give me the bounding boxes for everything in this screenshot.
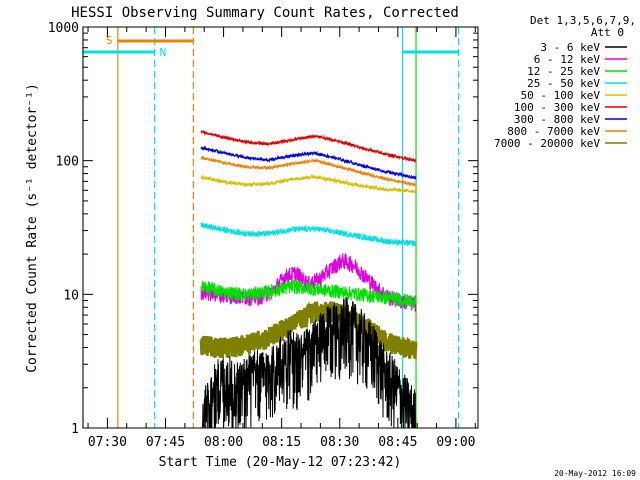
x-tick-label: 07:30 [88, 435, 127, 450]
series-line [200, 174, 417, 194]
legend-label: 100 - 300 keV [514, 101, 600, 114]
plot-frame [82, 26, 479, 429]
night-label: N [160, 46, 167, 59]
series-line [200, 155, 417, 187]
series-line [200, 145, 417, 180]
x-tick-label: 07:45 [146, 435, 185, 450]
legend-label: 50 - 100 keV [521, 89, 601, 102]
series-line [200, 279, 417, 311]
legend-label: 25 - 50 keV [527, 77, 600, 90]
x-tick-label: 09:00 [436, 435, 475, 450]
y-tick-label: 100 [56, 155, 79, 170]
legend-label: 6 - 12 keV [534, 53, 601, 66]
series-line [201, 296, 416, 429]
saa-label: S [106, 34, 113, 47]
legend-label: 800 - 7000 keV [507, 125, 600, 138]
series-line [199, 301, 418, 360]
x-tick-label: 08:00 [204, 435, 243, 450]
legend-header: Det 1,3,5,6,7,9, [530, 14, 636, 27]
y-tick-label: 10 [63, 288, 79, 303]
series-layer [199, 129, 418, 429]
series-line [200, 222, 417, 248]
chart-title: HESSI Observing Summary Count Rates, Cor… [71, 5, 459, 21]
legend-label: 300 - 800 keV [514, 113, 600, 126]
series-line [200, 129, 417, 163]
legend-header: Att 0 [591, 26, 624, 39]
y-tick-label: 1 [71, 422, 79, 437]
x-axis-label: Start Time (20-May-12 07:23:42) [159, 455, 402, 470]
x-tick-label: 08:45 [378, 435, 417, 450]
x-tick-label: 08:15 [262, 435, 301, 450]
y-axis-label: Corrected Count Rate (s⁻¹ detector⁻¹) [25, 83, 40, 373]
legend-label: 3 - 6 keV [540, 41, 600, 54]
x-tick-label: 08:30 [320, 435, 359, 450]
footer-timestamp: 20-May-2012 16:09 [554, 469, 636, 478]
legend-label: 7000 - 20000 keV [494, 137, 600, 150]
x-axis: 07:30 07:45 08:00 08:15 08:30 08:45 09:00 [87, 27, 476, 450]
y-tick-label: 1000 [48, 21, 79, 36]
y-axis: 1 10 100 1000 [48, 21, 478, 437]
legend-label: 12 - 25 keV [527, 65, 600, 78]
